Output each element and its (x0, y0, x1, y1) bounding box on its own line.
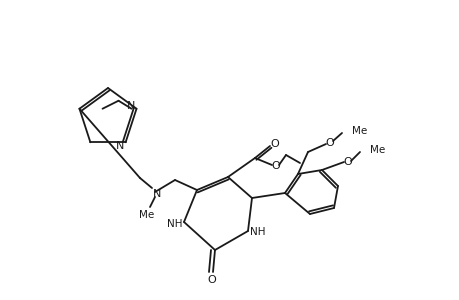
Text: Me: Me (139, 210, 154, 220)
Text: Me: Me (351, 126, 366, 136)
Text: N: N (127, 101, 135, 111)
Text: N: N (152, 189, 161, 199)
Text: Me: Me (369, 145, 385, 155)
Text: O: O (270, 139, 279, 149)
Text: O: O (207, 275, 216, 285)
Text: O: O (271, 161, 280, 171)
Text: NH: NH (167, 219, 182, 229)
Text: NH: NH (250, 227, 265, 237)
Text: N: N (115, 141, 123, 151)
Text: O: O (325, 138, 334, 148)
Text: O: O (343, 157, 352, 167)
